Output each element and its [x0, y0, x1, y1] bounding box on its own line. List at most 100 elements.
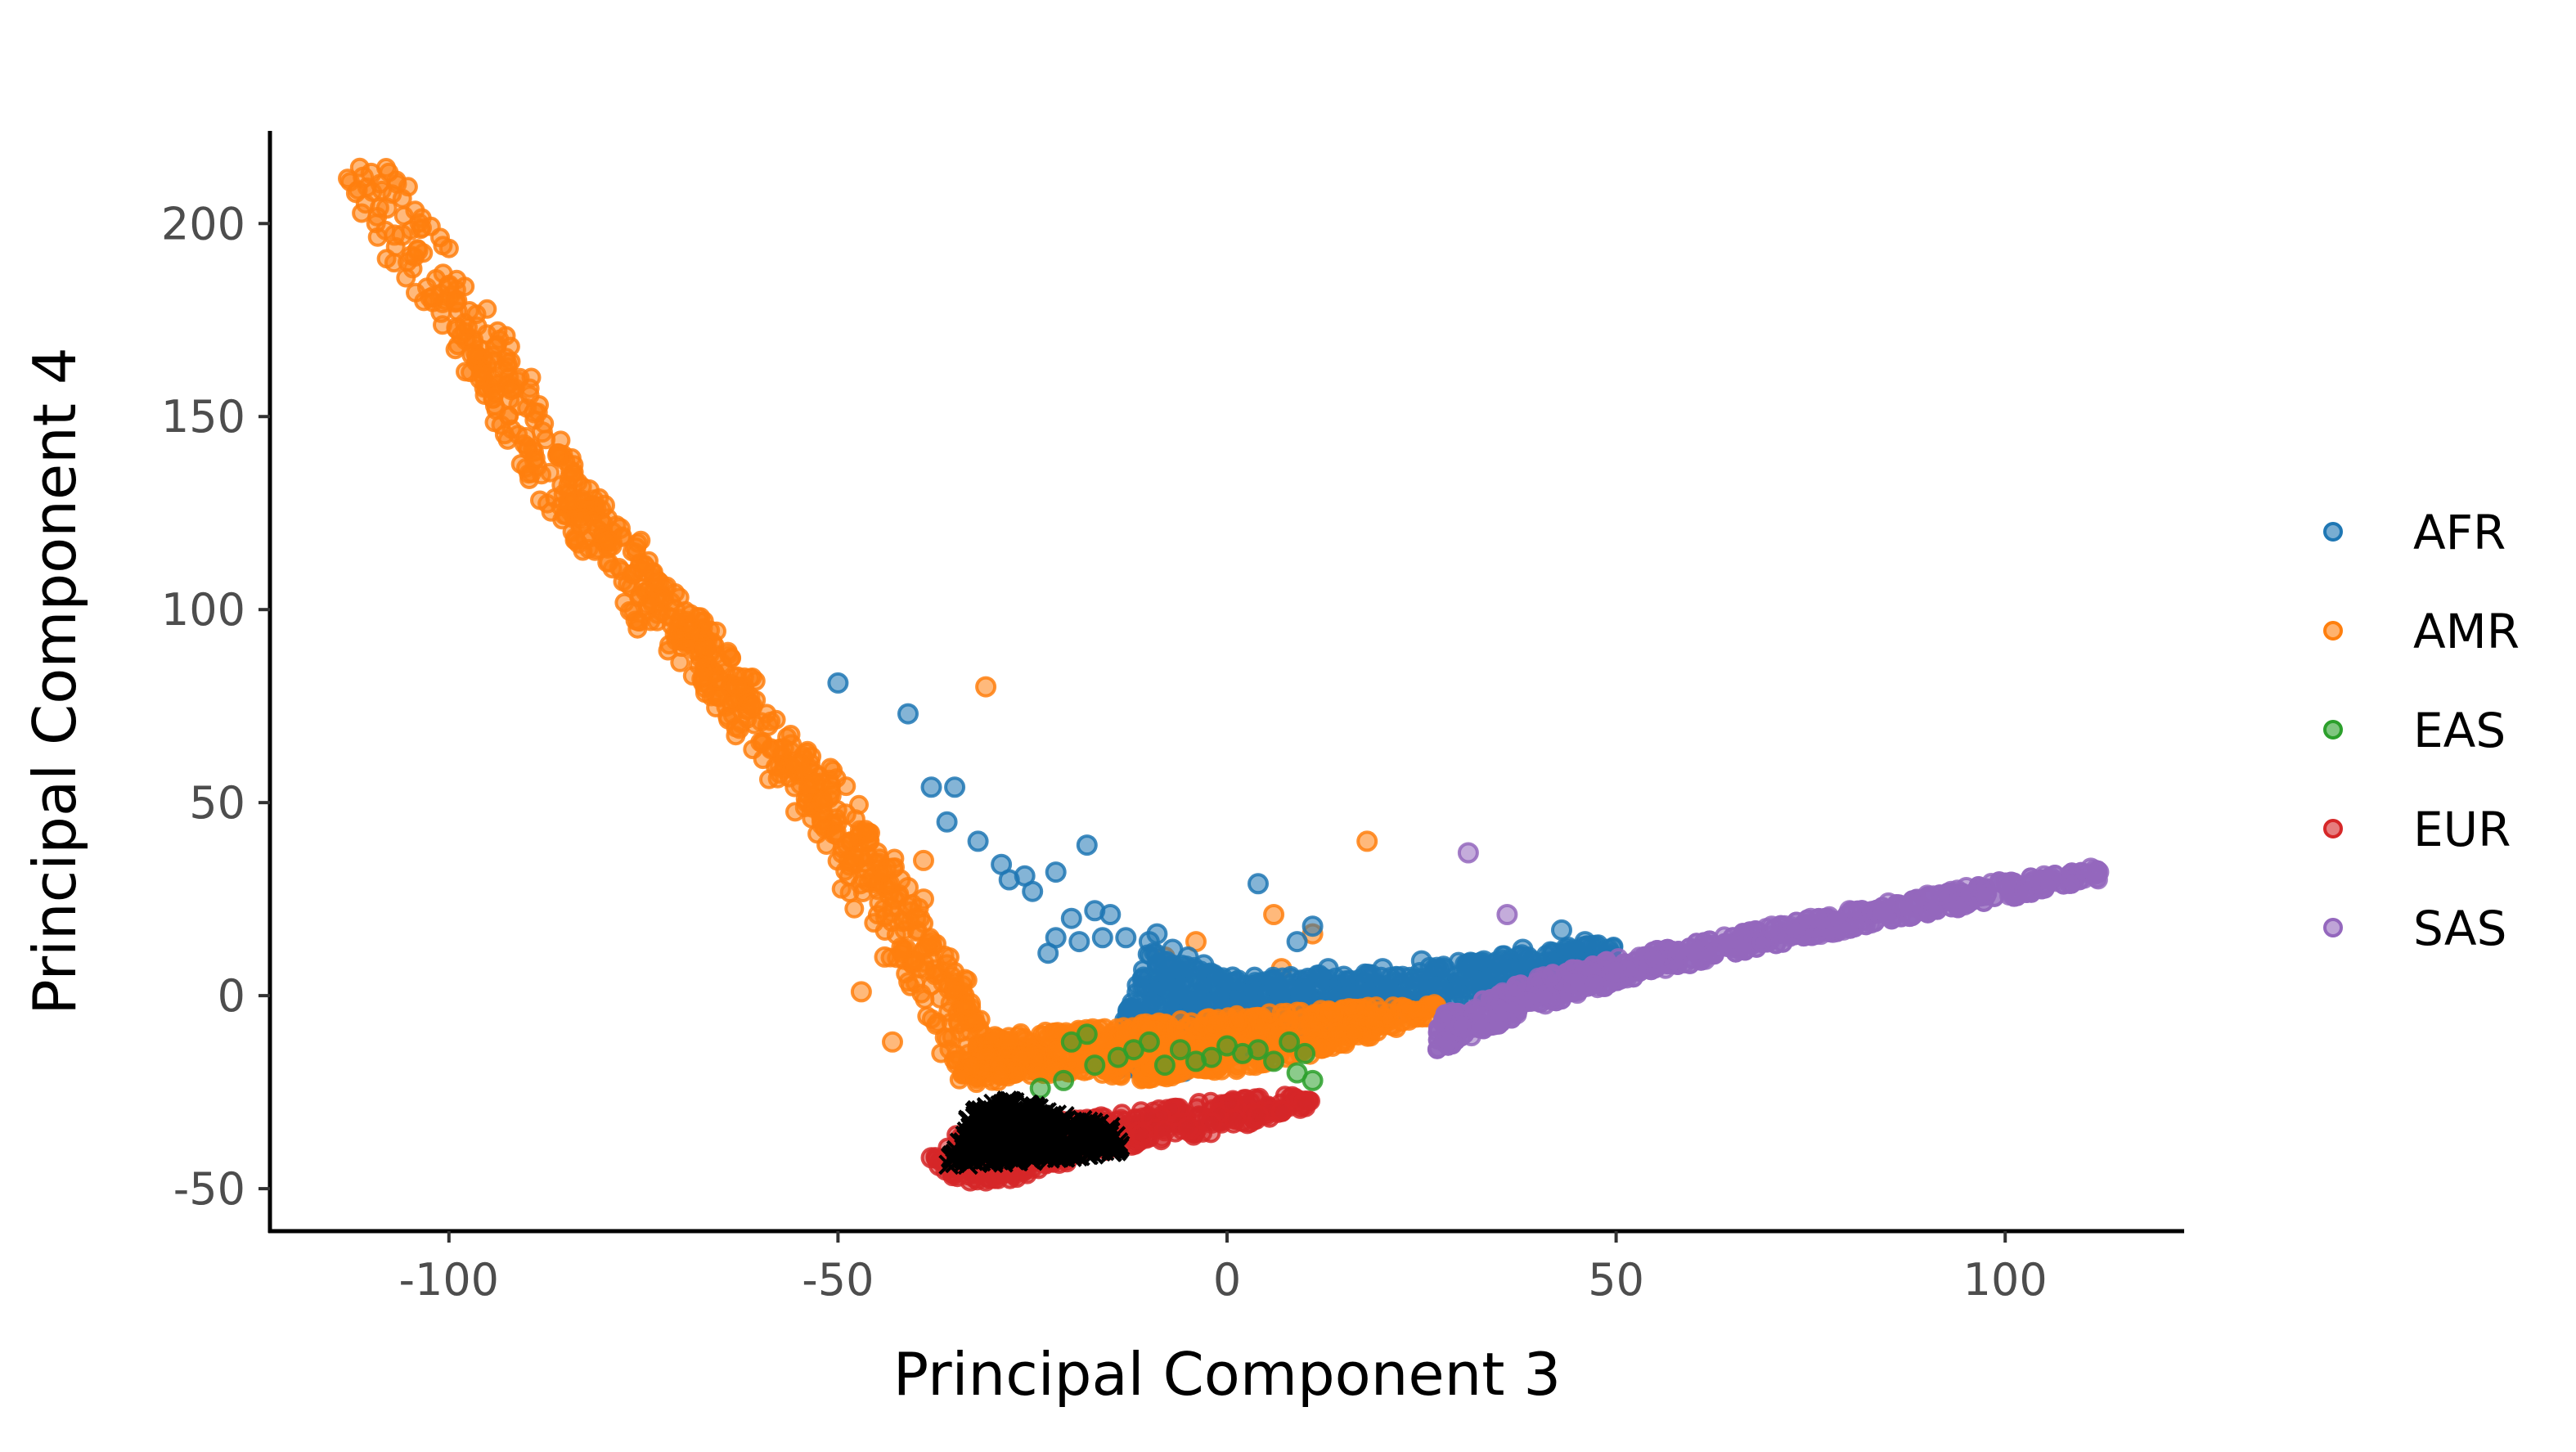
amr-point — [362, 164, 380, 182]
amr-point — [635, 562, 653, 580]
amr-point — [473, 365, 489, 381]
eas-point — [1054, 1072, 1072, 1090]
afr-point — [1078, 836, 1096, 854]
amr-point — [378, 199, 396, 217]
eas-point — [1265, 1052, 1283, 1070]
afr-point — [1148, 925, 1166, 943]
amr-point — [1326, 1004, 1342, 1020]
amr-point — [893, 945, 910, 961]
amr-point — [883, 1033, 901, 1051]
amr-point — [398, 270, 414, 286]
amr-point — [961, 995, 979, 1013]
amr-point — [1261, 1005, 1278, 1021]
legend-item-sas: SAS — [2325, 901, 2506, 956]
amr-point — [494, 362, 512, 380]
amr-point — [447, 292, 465, 310]
sas-point — [1585, 976, 1602, 992]
x-tick-label: 100 — [1963, 1254, 2048, 1306]
amr-point — [561, 495, 578, 511]
amr-point — [944, 1029, 960, 1045]
eur-point — [1296, 1095, 1314, 1113]
x-axis-title: Principal Component 3 — [893, 1340, 1561, 1409]
afr-point — [1245, 982, 1261, 998]
eas-point — [1032, 1079, 1050, 1097]
eur-point — [1156, 1122, 1174, 1140]
afr-point — [1411, 971, 1427, 987]
amr-point — [616, 595, 632, 611]
amr-point — [1009, 1064, 1026, 1081]
legend-key — [2325, 820, 2341, 837]
afr-point — [1063, 910, 1081, 928]
amr-point — [487, 384, 503, 401]
afr-point — [1514, 941, 1532, 959]
amr-point — [524, 370, 540, 386]
amr-point — [829, 824, 845, 840]
amr-point — [627, 613, 644, 629]
legend-item-eas: EAS — [2325, 703, 2506, 758]
eur-point — [1226, 1110, 1244, 1128]
x-tick-label: -50 — [802, 1254, 874, 1306]
amr-point — [470, 318, 486, 335]
amr-point — [681, 620, 699, 638]
eur-point — [1249, 1106, 1267, 1124]
amr-point — [672, 654, 688, 671]
amr-point — [782, 735, 800, 753]
amr-point — [1172, 1012, 1189, 1028]
y-tick-label: 0 — [218, 970, 245, 1022]
afr-point — [923, 778, 941, 796]
amr-point — [759, 717, 777, 735]
amr-point — [479, 301, 495, 317]
amr-point — [946, 979, 964, 997]
eur-point — [1132, 1126, 1150, 1144]
afr-point — [1576, 933, 1594, 951]
y-tick-label: 150 — [161, 391, 245, 443]
sas-point — [1979, 886, 1995, 902]
legend-label: AMR — [2413, 604, 2520, 659]
sas-point — [1506, 982, 1522, 999]
amr-point — [627, 539, 645, 557]
eas-point — [1078, 1025, 1096, 1043]
amr-point — [1324, 1039, 1341, 1055]
amr-point — [841, 869, 857, 885]
legend-label: SAS — [2413, 901, 2506, 956]
sas-point — [1801, 910, 1819, 928]
sas-point — [1530, 987, 1548, 1005]
afr-point — [1154, 978, 1171, 995]
amr-point — [463, 346, 481, 364]
afr-point — [969, 832, 987, 850]
y-tick-label: 50 — [189, 777, 245, 829]
afr-point — [1335, 968, 1353, 986]
legend-key — [2325, 524, 2341, 540]
afr-point — [1463, 969, 1479, 986]
amr-point — [564, 470, 582, 488]
amr-point — [744, 697, 762, 715]
amr-point — [533, 466, 550, 483]
amr-point — [951, 1072, 968, 1088]
amr-point — [727, 719, 744, 735]
sas-point — [1607, 964, 1625, 982]
amr-point — [1265, 906, 1283, 924]
sas-point — [1958, 879, 1976, 897]
amr-point — [1345, 1026, 1361, 1042]
afr-point — [1023, 883, 1041, 901]
amr-point — [1000, 1032, 1017, 1049]
amr-point — [938, 955, 956, 973]
amr-point — [409, 241, 427, 259]
amr-point — [892, 871, 910, 889]
legend-label: EAS — [2413, 703, 2506, 758]
x-tick-label: 50 — [1588, 1254, 1644, 1306]
sas-point — [2035, 867, 2053, 885]
amr-point — [493, 417, 510, 434]
legend-label: EUR — [2413, 802, 2511, 857]
amr-point — [1252, 1020, 1269, 1036]
eur-point — [1203, 1114, 1221, 1132]
amr-point — [821, 782, 839, 800]
afr-point — [1436, 960, 1454, 978]
sas-point — [1490, 1002, 1508, 1020]
eas-point — [1171, 1041, 1189, 1059]
afr-point — [1149, 957, 1166, 973]
sas-point — [1880, 894, 1898, 912]
x-tick-label: 0 — [1213, 1254, 1241, 1306]
amr-point — [650, 573, 668, 591]
